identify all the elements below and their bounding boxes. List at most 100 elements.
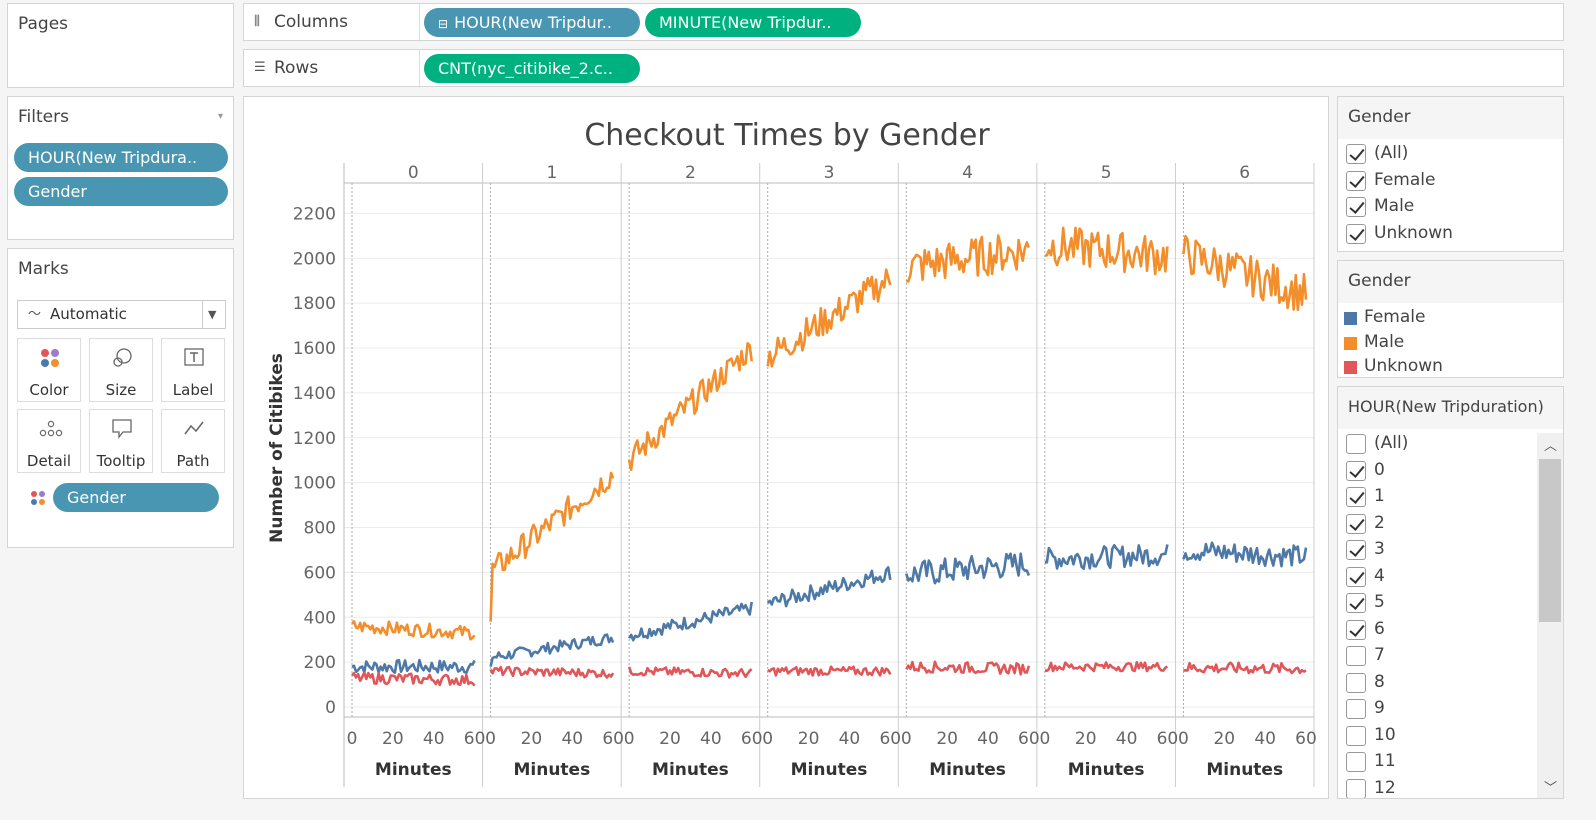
checkbox-label: 6 xyxy=(1374,618,1385,639)
y-tick-label: 1600 xyxy=(293,339,336,359)
color-button[interactable]: Color xyxy=(17,338,81,402)
gender-filter-card: Gender (All) Female Male Unknown xyxy=(1337,96,1564,252)
checkbox-label: 5 xyxy=(1374,592,1385,612)
series-line-unknown-panel-2[interactable] xyxy=(627,666,753,679)
series-line-female-panel-5[interactable] xyxy=(1044,543,1169,571)
columns-pill-minute-label: MINUTE(New Tripdur.. xyxy=(659,13,832,32)
collapse-icon: ⊟ xyxy=(438,17,449,31)
series-line-unknown-panel-0[interactable] xyxy=(351,671,476,687)
gender-legend-header xyxy=(1338,261,1563,303)
path-button[interactable]: Path xyxy=(161,409,225,473)
marks-pill-gender[interactable]: Gender xyxy=(53,483,219,512)
line-mark-icon: 〜 xyxy=(28,307,42,322)
scroll-down-icon[interactable]: ﹀ xyxy=(1544,781,1558,796)
rows-pill-count[interactable]: CNT(nyc_citibike_2.c.. xyxy=(424,54,640,83)
x-tick-label: 20 xyxy=(1213,729,1235,749)
series-line-unknown-panel-3[interactable] xyxy=(767,665,892,677)
series-line-male-panel-5[interactable] xyxy=(1044,226,1169,276)
checkbox[interactable] xyxy=(1346,752,1366,772)
filter-pill-gender[interactable]: Gender xyxy=(14,177,228,206)
checkbox[interactable] xyxy=(1346,434,1366,454)
series-line-unknown-panel-6[interactable] xyxy=(1183,661,1307,675)
checkbox[interactable] xyxy=(1346,725,1366,746)
detail-button[interactable]: Detail xyxy=(17,409,81,473)
checkbox[interactable] xyxy=(1346,197,1366,217)
checkbox[interactable] xyxy=(1346,144,1366,164)
checkbox[interactable] xyxy=(1346,170,1366,191)
x-axis-label: Minutes xyxy=(1068,760,1145,780)
shelf-divider xyxy=(419,50,420,88)
dropdown-divider xyxy=(202,301,203,328)
series-line-male-panel-3[interactable] xyxy=(766,268,892,368)
checkbox[interactable] xyxy=(1346,778,1366,798)
series-line-female-panel-0[interactable] xyxy=(351,658,476,675)
series-line-female-panel-6[interactable] xyxy=(1182,541,1308,568)
checkbox[interactable] xyxy=(1346,619,1366,640)
checkbox[interactable] xyxy=(1346,672,1366,693)
series-line-male-panel-2[interactable] xyxy=(627,342,753,472)
x-tick-label: 20 xyxy=(1075,729,1097,749)
panel-header-label: 3 xyxy=(824,163,835,183)
checkbox[interactable] xyxy=(1346,540,1366,560)
y-tick-label: 0 xyxy=(325,698,336,718)
checkbox-label: Unknown xyxy=(1374,222,1453,243)
columns-pill-hour[interactable]: ⊟ HOUR(New Tripdur.. xyxy=(424,8,640,37)
legend-label: Unknown xyxy=(1364,356,1443,376)
columns-shelf[interactable]: ⫼ Columns ⊟ HOUR(New Tripdur.. MINUTE(New… xyxy=(243,3,1564,42)
checkbox[interactable] xyxy=(1346,646,1366,666)
mark-type-dropdown[interactable]: 〜 Automatic ▼ xyxy=(17,300,226,329)
columns-pill-minute[interactable]: MINUTE(New Tripdur.. xyxy=(645,8,861,37)
filter-pill-gender-label: Gender xyxy=(28,182,87,201)
series-line-female-panel-2[interactable] xyxy=(628,601,753,642)
x-tick-label: 40 xyxy=(561,729,583,749)
checkbox[interactable] xyxy=(1346,223,1366,244)
columns-label: Columns xyxy=(274,12,348,32)
checkbox-label: Male xyxy=(1374,196,1415,216)
filter-pill-hour[interactable]: HOUR(New Tripdura.. xyxy=(14,143,228,172)
x-tick-label: 40 xyxy=(1116,729,1138,749)
scrollbar[interactable]: ︿ ﹀ xyxy=(1537,433,1563,798)
rows-shelf[interactable]: ☰ Rows CNT(nyc_citibike_2.c.. xyxy=(243,49,1564,88)
rows-icon: ☰ xyxy=(254,60,266,75)
line-chart[interactable]: Checkout Times by Gender Number of Citib… xyxy=(244,97,1330,800)
filters-menu-icon[interactable]: ▾ xyxy=(217,111,223,122)
label-button[interactable]: Label xyxy=(161,338,225,402)
checkbox[interactable] xyxy=(1346,513,1366,534)
series-line-female-panel-4[interactable] xyxy=(905,552,1031,585)
gender-legend-card: Gender Female Male Unknown xyxy=(1337,260,1564,378)
x-tick-label: 0 xyxy=(347,729,358,749)
filters-title: Filters xyxy=(18,107,69,127)
checkbox[interactable] xyxy=(1346,487,1366,507)
marks-panel: Marks 〜 Automatic ▼ Color Size Label xyxy=(7,248,234,548)
chart-series[interactable] xyxy=(351,226,1308,687)
x-tick-label: 60 xyxy=(741,729,763,749)
mark-type-label: Automatic xyxy=(50,305,127,323)
series-line-male-panel-0[interactable] xyxy=(351,620,476,641)
series-line-male-panel-6[interactable] xyxy=(1182,234,1308,312)
scroll-up-icon[interactable]: ︿ xyxy=(1544,439,1558,454)
x-tick-label: 0 xyxy=(624,729,635,749)
checkbox-label: 11 xyxy=(1374,751,1396,771)
scrollbar-thumb[interactable] xyxy=(1539,459,1561,622)
x-axis-label: Minutes xyxy=(375,760,452,780)
series-line-unknown-panel-5[interactable] xyxy=(1044,660,1169,673)
checkbox[interactable] xyxy=(1346,593,1366,613)
checkbox-label: (All) xyxy=(1374,433,1409,453)
chart-axes: 0200400600800100012001400160018002000220… xyxy=(293,163,1317,787)
series-line-unknown-panel-4[interactable] xyxy=(905,660,1031,676)
legend-swatch xyxy=(1344,312,1357,325)
series-line-female-panel-1[interactable] xyxy=(489,633,615,667)
series-line-male-panel-1[interactable] xyxy=(489,471,615,622)
checkbox[interactable] xyxy=(1346,460,1366,481)
tooltip-button[interactable]: Tooltip xyxy=(89,409,153,473)
checkbox[interactable] xyxy=(1346,699,1366,719)
series-line-female-panel-3[interactable] xyxy=(766,566,892,608)
series-line-male-panel-4[interactable] xyxy=(906,234,1031,283)
series-line-unknown-panel-1[interactable] xyxy=(489,665,615,679)
checkbox-label: 3 xyxy=(1374,539,1385,559)
size-button[interactable]: Size xyxy=(89,338,153,402)
legend-label: Female xyxy=(1364,307,1426,327)
checkbox-label: 12 xyxy=(1374,777,1396,798)
checkbox[interactable] xyxy=(1346,566,1366,587)
checkbox-label: 0 xyxy=(1374,459,1385,480)
